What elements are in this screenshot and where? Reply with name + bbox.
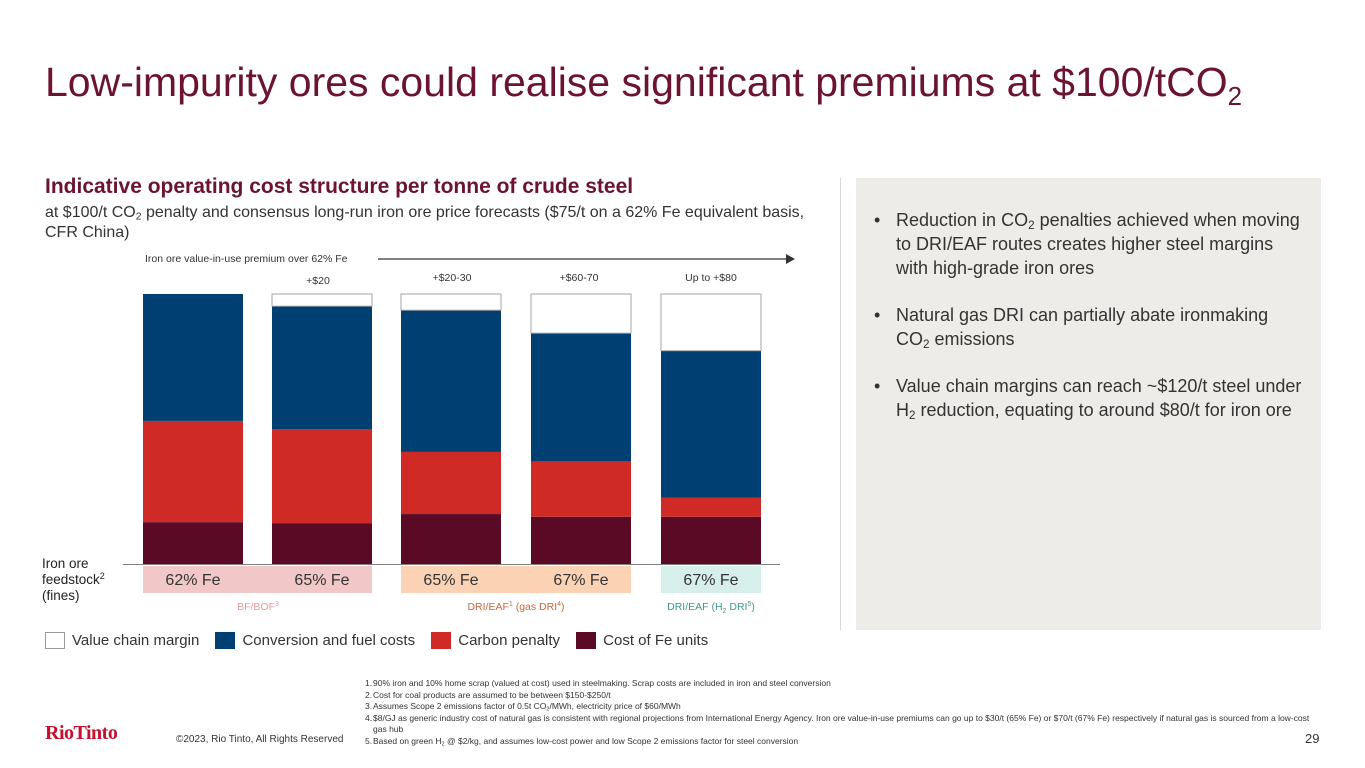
key-point: • Reduction in CO2 penalties achieved whe… (874, 210, 1300, 278)
route-band-1 (143, 566, 372, 593)
bar-segment-cost-of-fe-units-2 (272, 523, 372, 564)
legend-item-carbon-penalty: Carbon penalty (431, 632, 560, 649)
bar-segment-conversion-and-fuel-costs-5 (661, 350, 761, 498)
category-label: 65% Fe (423, 572, 478, 589)
legend-swatch (576, 632, 597, 649)
bar-segment-carbon-penalty-3 (401, 451, 501, 515)
bar-segment-value-chain-margin-5 (660, 293, 762, 352)
legend-item-conversion-and-fuel: Conversion and fuel costs (215, 632, 415, 649)
bar-segment-carbon-penalty-2 (272, 429, 372, 524)
bar-segment-value-chain-margin-4 (530, 293, 632, 334)
vertical-divider (840, 178, 841, 630)
key-point: • Natural gas DRI can partially abate iro… (874, 305, 1269, 351)
legend-swatch (45, 632, 65, 649)
chart-legend: Value chain margin Conversion and fuel c… (45, 632, 720, 650)
route-band-3 (661, 566, 761, 593)
legend-swatch (215, 632, 236, 649)
copyright-notice: ©2023, Rio Tinto, All Rights Reserved (176, 734, 344, 745)
route-band-2 (401, 566, 631, 593)
bar-segment-cost-of-fe-units-3 (401, 514, 501, 564)
footnote: 1. 90% iron and 10% home scrap (valued at… (365, 678, 831, 688)
route-label: DRI/EAF (H2 DRI5) (667, 601, 755, 615)
bar-segment-conversion-and-fuel-costs-3 (401, 310, 501, 452)
page-number: 29 (1305, 731, 1320, 746)
chart-subtitle: at $100/t CO2 penalty and consensus long… (45, 204, 805, 241)
category-label: 67% Fe (683, 572, 738, 589)
route-label: DRI/EAF1 (gas DRI4) (467, 601, 564, 613)
category-label: 67% Fe (553, 572, 608, 589)
page-title: Low-impurity ores could realise signific… (45, 59, 1243, 111)
premium-axis-label: Iron ore value-in-use premium over 62% F… (145, 253, 348, 265)
bar-segment-cost-of-fe-units-4 (531, 516, 631, 564)
bar-segment-conversion-and-fuel-costs-2 (272, 306, 372, 429)
bar-segment-cost-of-fe-units-1 (143, 522, 243, 564)
legend-item-cost-of-fe-units: Cost of Fe units (576, 632, 708, 649)
premium-label: +$60-70 (560, 272, 599, 284)
bar-segment-cost-of-fe-units-5 (661, 516, 761, 564)
premium-label: Up to +$80 (685, 272, 737, 284)
bar-segment-carbon-penalty-4 (531, 461, 631, 517)
footnote: 2. Cost for coal products are assumed to … (365, 689, 611, 700)
footnotes: 1. 90% iron and 10% home scrap (valued at… (365, 678, 1325, 748)
feedstock-axis-label: Iron ore feedstock2 (fines) (42, 556, 105, 603)
key-points-list: • Reduction in CO2 penalties achieved whe… (874, 208, 1304, 445)
legend-swatch (431, 632, 452, 649)
rio-tinto-logo: RioTinto (45, 722, 118, 744)
key-points-panel: • Reduction in CO2 penalties achieved whe… (856, 178, 1321, 630)
bar-segment-conversion-and-fuel-costs-4 (531, 333, 631, 462)
stacked-bar-chart: Iron ore value-in-use premium over 62% F… (42, 253, 795, 615)
bullet-icon: • (874, 305, 881, 325)
footnote: 3. Assumes Scope 2 emissions factor of 0.… (365, 701, 681, 713)
premium-arrow-icon (786, 254, 795, 264)
bar-segment-value-chain-margin-2 (271, 293, 373, 307)
premium-label: +$20-30 (433, 272, 472, 284)
bar-segment-carbon-penalty-5 (661, 497, 761, 517)
category-label: 65% Fe (294, 572, 349, 589)
chart-title: Indicative operating cost structure per … (45, 175, 634, 198)
category-label: 62% Fe (165, 572, 220, 589)
key-point: • Value chain margins can reach ~$120/t s… (874, 376, 1302, 422)
bullet-icon: • (874, 376, 881, 396)
bar-segment-conversion-and-fuel-costs-1 (143, 294, 243, 421)
bullet-icon: • (874, 210, 881, 230)
legend-item-value-chain-margin: Value chain margin (45, 632, 199, 649)
footnote: 4. $8/GJ as generic industry cost of natu… (365, 712, 1310, 735)
route-label: BF/BOF3 (237, 601, 279, 613)
bar-segment-value-chain-margin-3 (400, 293, 502, 311)
premium-label: +$20 (306, 275, 330, 287)
footnote: 5. Based on green H2 @ $2/kg, and assumes… (365, 735, 799, 748)
bar-segment-carbon-penalty-1 (143, 420, 243, 523)
